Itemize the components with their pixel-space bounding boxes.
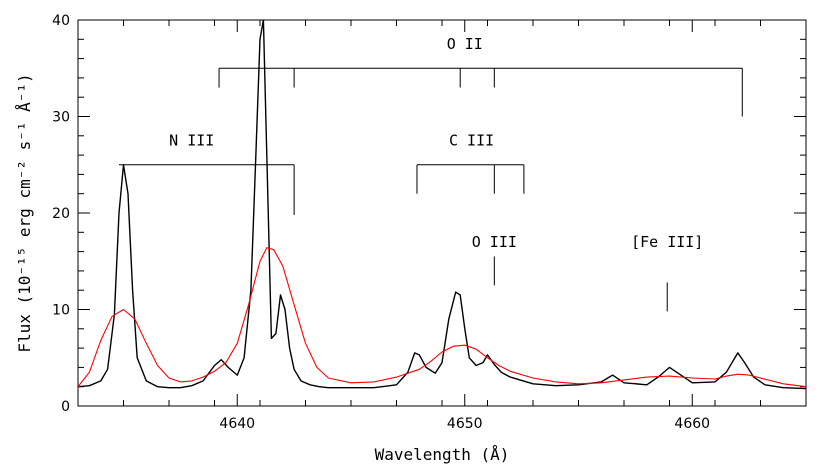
y-tick-label: 10 bbox=[52, 303, 70, 319]
y-tick-label: 40 bbox=[52, 13, 70, 29]
y-tick-label: 20 bbox=[52, 206, 70, 222]
id-label: O II bbox=[447, 35, 483, 53]
plot-frame bbox=[77, 19, 807, 407]
plot-border bbox=[77, 19, 807, 407]
observed-spectrum-line bbox=[78, 20, 806, 390]
series-layer bbox=[78, 20, 806, 390]
y-tick-label: 30 bbox=[52, 110, 70, 126]
y-axis: 0 10 20 30 40 bbox=[52, 13, 806, 415]
x-tick-label: 4650 bbox=[447, 416, 483, 432]
x-axis-title: Wavelength (Å) bbox=[375, 445, 510, 464]
model-spectrum-line bbox=[78, 247, 806, 388]
x-tick-label: 4640 bbox=[219, 416, 255, 432]
id-label: N III bbox=[169, 131, 214, 149]
id-label: C III bbox=[449, 131, 494, 149]
x-tick-label: 4660 bbox=[674, 416, 710, 432]
line-identifications: O II N III C III O III [Fe III] bbox=[118, 35, 743, 312]
id-label: [Fe III] bbox=[631, 233, 703, 251]
y-tick-label: 0 bbox=[61, 399, 70, 415]
x-axis: 4640 4650 4660 bbox=[77, 20, 807, 432]
id-label: O III bbox=[472, 233, 517, 251]
y-axis-title: Flux (10⁻¹⁵ erg cm⁻² s⁻¹ Å⁻¹) bbox=[15, 73, 34, 352]
